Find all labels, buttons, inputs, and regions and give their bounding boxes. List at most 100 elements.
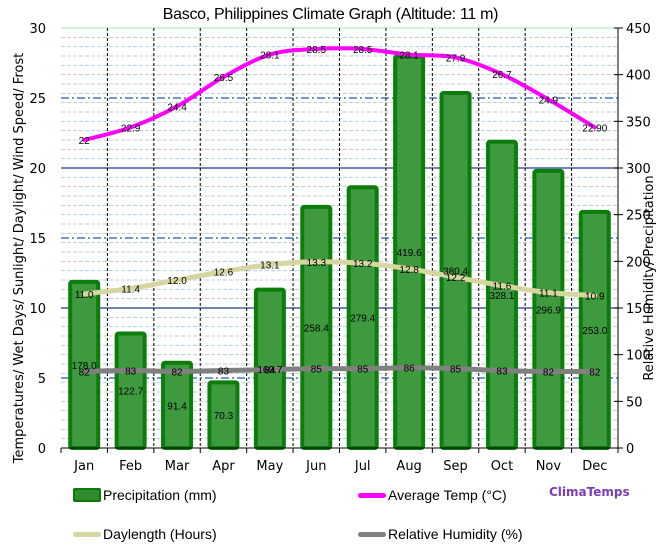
daylength-value: 10.9	[585, 291, 605, 302]
humidity-value: 85	[357, 365, 369, 376]
y-right-tick-label: 350	[626, 115, 651, 130]
avg-temp-value: 22.9	[121, 123, 141, 134]
y-right-tick-label: 400	[626, 69, 651, 84]
x-tick-label: Jun	[305, 459, 326, 474]
y-right-tick-label: 0	[626, 442, 634, 457]
humidity-value: 82	[589, 367, 601, 378]
daylength-line	[81, 259, 598, 298]
x-tick-label: Apr	[212, 459, 235, 474]
x-tick-label: Nov	[536, 459, 562, 474]
legend-avg-temp: Average Temp (°C)	[358, 487, 507, 503]
legend-daylength-label: Daylength (Hours)	[103, 526, 217, 542]
daylength-value: 11.6	[493, 282, 512, 293]
precipitation-value: 258.4	[304, 323, 329, 334]
precipitation-value: 169.7	[257, 365, 282, 376]
y-left-tick-label: 0	[38, 442, 46, 457]
precipitation-value: 328.1	[489, 291, 514, 302]
precipitation-value: 419.6	[397, 248, 422, 259]
daylength-value: 12.8	[399, 265, 419, 276]
avg-temp-value: 22.90	[582, 123, 607, 134]
daylength-value: 12.6	[214, 268, 234, 279]
humidity-swatch-icon	[358, 531, 386, 537]
brand-logo: ClimaTemps	[549, 485, 630, 499]
avg-temp-value: 24.9	[539, 95, 559, 106]
x-tick-label: Aug	[396, 459, 421, 474]
y-right-tick-label: 250	[626, 209, 651, 224]
x-tick-label: Dec	[582, 459, 607, 474]
y-left-tick-label: 10	[29, 302, 46, 317]
x-tick-label: Mar	[165, 459, 190, 474]
y-left-tick-label: 20	[29, 162, 46, 177]
y-right-axis-title: Relative Humidity/ Precipitation	[642, 175, 657, 380]
x-tick-label: Sep	[443, 459, 468, 474]
legend-daylength: Daylength (Hours)	[73, 526, 217, 542]
avg-temp-value: 28.1	[260, 51, 280, 62]
precipitation-value: 178.0	[72, 361, 97, 372]
series-lines	[81, 46, 598, 375]
y-right-tick-label: 150	[626, 302, 651, 317]
daylength-value: 13.3	[307, 258, 327, 269]
legend-avg-temp-label: Average Temp (°C)	[388, 487, 507, 503]
avg-temp-swatch-icon	[358, 492, 386, 498]
humidity-value: 83	[218, 367, 230, 378]
daylength-value: 12.0	[167, 276, 187, 287]
chart-title: Basco, Philippines Climate Graph (Altitu…	[162, 6, 499, 23]
precipitation-value: 122.7	[118, 387, 143, 398]
y-right-tick-label: 200	[626, 255, 651, 270]
y-right-tick-label: 300	[626, 162, 651, 177]
humidity-value: 82	[79, 367, 91, 378]
humidity-value: 83	[125, 367, 137, 378]
y-right-tick-label: 50	[626, 395, 643, 410]
avg-temp-value: 26.7	[492, 70, 512, 81]
avg-temp-value: 26.5	[214, 73, 234, 84]
daylength-value: 13.2	[353, 259, 373, 270]
precipitation-value: 70.3	[214, 411, 234, 422]
daylength-value: 11.1	[539, 289, 558, 300]
y-left-axis-title: Temperatures/ Wet Days/ Sunlight/ Daylig…	[12, 53, 27, 464]
humidity-value: 82	[543, 367, 555, 378]
humidity-value: 82	[171, 367, 183, 378]
precipitation-value: 279.4	[350, 314, 375, 325]
avg-temp-value: 22	[79, 136, 91, 147]
daylength-value: 11.0	[75, 290, 94, 301]
humidity-value: 83	[496, 367, 508, 378]
y-left-tick-label: 25	[29, 92, 46, 107]
y-right-tick-label: 100	[626, 349, 651, 364]
humidity-line	[81, 365, 598, 375]
precipitation-swatch-icon	[73, 488, 101, 502]
daylength-value: 11.4	[121, 284, 140, 295]
precipitation-value: 296.9	[536, 305, 561, 316]
x-tick-label: Feb	[119, 459, 142, 474]
y-left-tick-label: 5	[38, 372, 46, 387]
legend-humidity-label: Relative Humidity (%)	[388, 526, 523, 542]
precipitation-value: 253.0	[582, 326, 607, 337]
y-left-tick-label: 15	[29, 232, 46, 247]
humidity-value: 86	[404, 364, 416, 375]
avg-temp-value: 28.1	[399, 51, 419, 62]
legend-precipitation: Precipitation (mm)	[73, 487, 217, 503]
avg-temp-line	[82, 46, 597, 142]
daylength-value: 13.1	[260, 261, 280, 272]
humidity-value: 85	[450, 365, 462, 376]
precipitation-value: 380.4	[443, 266, 468, 277]
daylength-value: 12.2	[446, 273, 466, 284]
y-left-tick-label: 30	[29, 22, 46, 37]
avg-temp-value: 27.9	[446, 53, 466, 64]
x-tick-label: Jan	[73, 459, 94, 474]
daylength-swatch-icon	[73, 531, 101, 537]
legend-precipitation-label: Precipitation (mm)	[103, 487, 217, 503]
avg-temp-value: 24.4	[167, 102, 187, 113]
humidity-value: 85	[311, 365, 323, 376]
x-tick-label: May	[256, 459, 283, 474]
axes: Jan Feb Mar Apr May Jun Jul Aug Sep Oct Nov Dec 0 5 10…	[12, 22, 657, 474]
precipitation-value: 91.4	[167, 401, 187, 412]
avg-temp-value: 28.5	[307, 45, 327, 56]
y-right-tick-label: 450	[626, 22, 651, 37]
x-tick-label: Jul	[354, 459, 371, 474]
grid-lines	[61, 27, 618, 448]
avg-temp-value: 28.5	[353, 45, 373, 56]
value-labels: 22 22.9 24.4 26.5 28.1 28.5 28.5 28.1 27.9 26.7 24…	[72, 45, 608, 422]
humidity-value: 84	[264, 366, 276, 377]
x-tick-label: Oct	[491, 459, 513, 474]
